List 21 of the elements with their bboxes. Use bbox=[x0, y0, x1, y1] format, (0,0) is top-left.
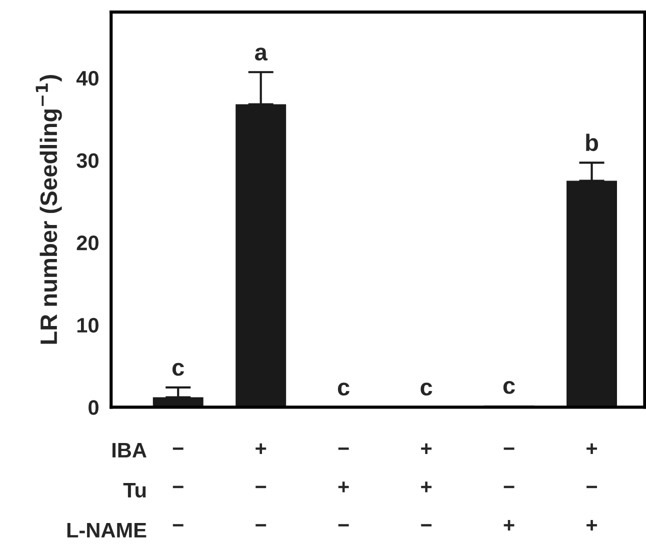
y-tick-label: 20 bbox=[76, 236, 98, 250]
y-tick-label: 40 bbox=[76, 70, 98, 86]
text: IBA bbox=[112, 443, 146, 458]
category-label: − + − bbox=[338, 448, 349, 526]
y-tick-label: 10 bbox=[77, 318, 98, 333]
category-label: − − + bbox=[504, 448, 514, 531]
data-label: c bbox=[420, 382, 432, 396]
data-label: c bbox=[172, 362, 184, 376]
data-label: c bbox=[338, 382, 350, 396]
category-label: + − − bbox=[256, 443, 266, 526]
category-label: − − − bbox=[172, 448, 184, 526]
data-label: b bbox=[586, 134, 598, 152]
y-tick-label: 30 bbox=[76, 153, 98, 168]
text: L-NAME bbox=[67, 523, 146, 538]
y-tick-label: 0 bbox=[88, 400, 98, 415]
text: Tu bbox=[123, 483, 146, 498]
data-label: a bbox=[254, 48, 268, 61]
category-label: + + − bbox=[421, 443, 432, 526]
y-axis-title: LR number (Seedling$^{−1}$) bbox=[36, 75, 62, 344]
category-label: + − + bbox=[586, 443, 597, 531]
data-label: c bbox=[503, 380, 515, 394]
